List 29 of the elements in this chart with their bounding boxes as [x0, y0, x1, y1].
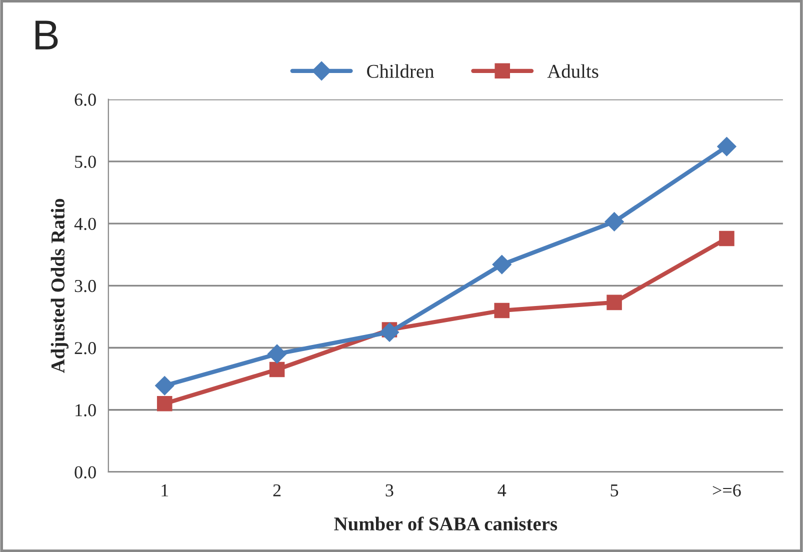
point	[156, 396, 172, 412]
y-tick-label: 4.0	[74, 218, 96, 230]
x-tick-label: 4	[498, 484, 506, 496]
point	[717, 137, 736, 156]
legend-label: Children	[367, 64, 434, 78]
x-tick-label: 5	[610, 484, 618, 496]
y-tick-label: 3.0	[74, 280, 96, 292]
point	[606, 294, 622, 310]
x-tick-label: 2	[273, 484, 281, 496]
point	[719, 230, 734, 246]
x-axis-title: Number of SABA canisters	[334, 516, 558, 531]
point	[492, 255, 512, 274]
point	[269, 362, 285, 378]
x-tick-label: >=6	[712, 484, 741, 496]
y-tick-label: 0.0	[74, 466, 96, 478]
text: B	[36, 20, 58, 50]
point	[380, 322, 399, 342]
y-tick-label: 2.0	[74, 342, 96, 354]
x-tick-label: 3	[386, 484, 394, 496]
legend-label: Adults	[547, 64, 598, 78]
point	[268, 344, 287, 364]
point	[494, 302, 510, 318]
y-tick-label: 5.0	[75, 156, 96, 168]
x-tick-label: 1	[162, 484, 168, 496]
point	[155, 376, 174, 396]
point	[604, 212, 624, 232]
y-axis-title: Adjusted Odds Ratio	[50, 198, 68, 373]
y-tick-label: 1.0	[76, 404, 96, 416]
y-tick-label: 6.0	[74, 94, 96, 106]
